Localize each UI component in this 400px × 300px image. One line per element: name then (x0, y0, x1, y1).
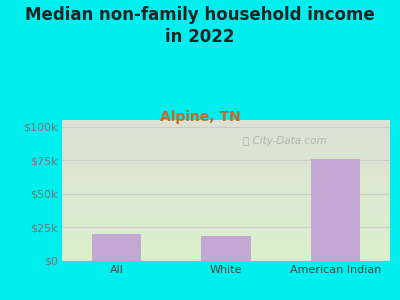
Bar (311, 159, 360, 261)
Bar (92, 234, 141, 261)
Text: ⓘ City-Data.com: ⓘ City-Data.com (243, 136, 327, 146)
Bar (201, 236, 250, 261)
Text: Median non-family household income
in 2022: Median non-family household income in 20… (25, 6, 375, 46)
Text: Alpine, TN: Alpine, TN (160, 110, 240, 124)
